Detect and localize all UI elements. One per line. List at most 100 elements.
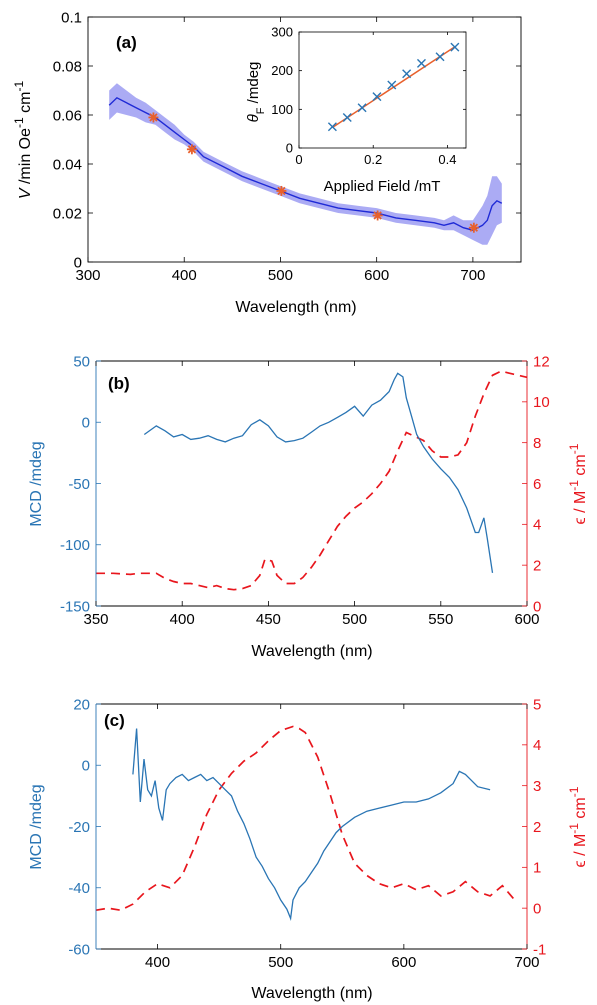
inset-y-axis-label: θF /mdeg — [245, 62, 267, 123]
extinction-dashed-line — [95, 725, 516, 912]
inset-axes: 0 0.2 0.4 0 100 200 300 — [271, 25, 466, 167]
panel-b-tag: (b) — [108, 374, 130, 393]
panel-1-x-tick-label: 450 — [256, 611, 281, 628]
inset-x-tick-label: 0.2 — [364, 152, 382, 167]
inset-data-point — [357, 103, 367, 113]
panel-1-right-y-tick-label: 2 — [533, 557, 541, 574]
panel-1-left-y-tick-label: -100 — [60, 537, 90, 554]
panel-a-y-tick-label: 0.06 — [53, 107, 82, 124]
mcd-line — [143, 372, 494, 573]
panel-1-x-tick-label: 600 — [514, 611, 539, 628]
inset-y-tick-label: 200 — [271, 63, 293, 78]
panel-b-chart: 350 400 450 500 550 600-150-100-5005002468101… — [28, 353, 589, 660]
panel-2-x-tick-label: 700 — [514, 954, 539, 971]
panel-1-x-tick-label: 400 — [170, 611, 195, 628]
panel-2-right-y-tick-label: 5 — [533, 696, 541, 713]
x-marker-stroke — [435, 52, 445, 62]
inset-data-point — [327, 122, 337, 132]
panel-2-left-y-tick-label: -60 — [68, 941, 90, 958]
panel-2-right-y-tick-label: -1 — [533, 941, 546, 958]
asterisk-stroke — [277, 186, 286, 196]
x-marker-stroke — [342, 112, 352, 122]
panel-2-right-y-tick-label: 0 — [533, 900, 541, 917]
inset-data-point — [342, 112, 352, 122]
panel-1-left-y-tick-label: -150 — [60, 598, 90, 615]
panel-1-x-tick-label: 500 — [342, 611, 367, 628]
panel-a-y-tick-label: 0 — [74, 254, 82, 271]
panel-a-tag: (a) — [116, 33, 137, 52]
panel-b-left-y-axis-label: MCD /mdeg — [28, 441, 45, 526]
inset-y-tick-label: 0 — [286, 141, 293, 156]
panel-2-right-y-tick-label: 3 — [533, 778, 541, 795]
panel-1-left-y-tick-label: 0 — [82, 415, 90, 432]
inset-data-point — [372, 92, 382, 102]
panel-c-tag: (c) — [104, 711, 125, 730]
inset-x-tick-label: 0 — [295, 152, 302, 167]
panel-b-x-axis-label: Wavelength (nm) — [251, 643, 372, 660]
panel-a-y-axis-label: V /min Oe-1 cm-1 — [12, 81, 34, 200]
panel-b-right-y-axis-label: ϵ / M-1 cm-1 — [567, 443, 589, 524]
panel-2-left-y-tick-label: 0 — [82, 758, 90, 775]
measured-point-asterisk — [468, 222, 479, 233]
x-marker-stroke — [416, 58, 426, 68]
verdet-uncertainty-band — [109, 83, 502, 245]
panel-c-x-axis-label: Wavelength (nm) — [251, 985, 372, 1002]
asterisk-stroke — [373, 211, 382, 220]
panel-2-x-tick-label: 600 — [391, 954, 416, 971]
panel-1-left-y-tick-label: 50 — [73, 353, 90, 370]
panel-1-right-y-tick-label: 0 — [533, 598, 541, 615]
panel-a-y-tick-label: 0.08 — [53, 58, 82, 75]
inset-x-axis-label: Applied Field /mT — [324, 178, 441, 195]
x-marker-stroke — [357, 103, 367, 113]
measured-point-asterisk — [186, 144, 197, 155]
panel-1-x-tick-label: 350 — [83, 611, 108, 628]
panel-a-plot-area — [108, 83, 503, 245]
panel-2-left-y-tick-label: -20 — [68, 819, 90, 836]
panel-a-x-tick-label: 700 — [460, 267, 485, 284]
panel-a-y-tick-label: 0.02 — [53, 205, 82, 222]
inset-data-point — [402, 69, 412, 79]
panel-c-plot-area — [95, 725, 516, 921]
panel-1-right-y-tick-label: 10 — [533, 394, 550, 411]
panel-c-left-y-axis-label: MCD /mdeg — [28, 784, 45, 869]
panel-2-left-y-tick-label: 20 — [73, 696, 90, 713]
panel-2-x-tick-label: 500 — [268, 954, 293, 971]
panel-b-axes: 350 400 450 500 550 600-150-100-5005002468101… — [60, 353, 550, 628]
measured-point-asterisk — [276, 185, 287, 196]
inset-data-point — [416, 58, 426, 68]
panel-2-right-y-tick-label: 1 — [533, 860, 541, 877]
panel-b-plot-area — [96, 370, 528, 591]
measured-point-asterisk — [148, 112, 159, 123]
extinction-dashed-line — [96, 370, 528, 591]
measured-point-asterisk — [372, 210, 383, 221]
inset-y-tick-label: 100 — [271, 102, 293, 117]
x-marker-stroke — [372, 92, 382, 102]
panel-1-x-tick-label: 550 — [428, 611, 453, 628]
panel-1-right-y-tick-label: 6 — [533, 476, 541, 493]
x-marker-stroke — [327, 122, 337, 132]
panel-c-axes: 400 500 600 700 -60 -40 -20 0 20 -1 0 1 2 3 4 5 — [68, 696, 546, 971]
panel-a-inset: 0 0.2 0.4 0 100 200 300 Applied Field /mT θF /… — [245, 25, 467, 195]
inset-y-tick-label: 300 — [271, 25, 293, 40]
panel-a-x-tick-label: 500 — [268, 267, 293, 284]
asterisk-stroke — [187, 145, 197, 154]
panel-2-right-y-tick-label: 2 — [533, 819, 541, 836]
inset-frame — [298, 31, 467, 149]
asterisk-stroke — [149, 113, 158, 122]
panel-c-chart: 400 500 600 700 -60 -40 -20 0 20 -1 0 1 2 3 4 5 (c) Wav… — [28, 696, 589, 1002]
x-marker-stroke — [450, 42, 460, 52]
panel-c-right-y-axis-label: ϵ / M-1 cm-1 — [567, 786, 589, 867]
panel-1-right-y-tick-label: 4 — [533, 517, 541, 534]
panel-2-left-y-tick-label: -40 — [68, 880, 90, 897]
inset-plot-area — [327, 42, 460, 132]
panel-a-x-tick-label: 600 — [364, 267, 389, 284]
asterisk-stroke — [469, 223, 479, 232]
mcd-line — [132, 728, 491, 921]
panel-2-x-tick-label: 400 — [145, 954, 170, 971]
panel-a-y-tick-label: 0.1 — [61, 9, 82, 26]
x-marker-stroke — [402, 69, 412, 79]
panel-a-axes: 300 400 500 600 700 0 0.02 0.04 0.06 0.08 0.1 — [53, 9, 522, 284]
panel-a-y-tick-label: 0.04 — [53, 156, 82, 173]
